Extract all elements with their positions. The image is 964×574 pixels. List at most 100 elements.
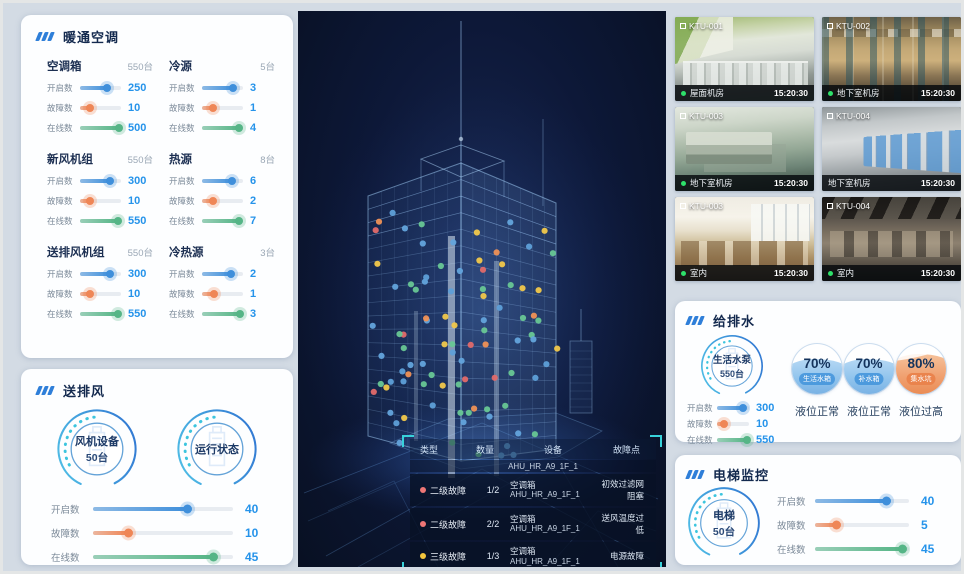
slider-knob[interactable] (209, 552, 219, 562)
slider-track[interactable] (80, 177, 121, 185)
group-header: 冷源 5台 (169, 58, 275, 74)
gauge-text: 运行状态 (176, 408, 258, 490)
slider-knob[interactable] (85, 290, 94, 298)
camera-location: 地下室机房 (837, 88, 880, 98)
slider-knob[interactable] (209, 104, 218, 112)
metric-value: 1 (250, 288, 257, 300)
slider-knob[interactable] (226, 270, 235, 278)
slider-knob[interactable] (235, 310, 244, 318)
gauge-ring-graphic (177, 409, 257, 489)
camera-tile[interactable]: KTU-004 地下室机房 15:20:30 (822, 107, 961, 191)
fan-gauges: 风机设备 50台 运行状态 (37, 408, 277, 490)
camera-timestamp: 15:20:30 (920, 268, 955, 278)
slider-knob[interactable] (209, 197, 218, 205)
slider-knob[interactable] (114, 124, 123, 132)
elevator-gauge: 电梯 50台 (687, 486, 761, 560)
slider-track[interactable] (80, 217, 123, 225)
slider-knob[interactable] (234, 124, 243, 132)
fault-point: 电源故障 (609, 551, 644, 562)
slider-knob[interactable] (105, 270, 114, 278)
bracket-corner-icon (402, 561, 414, 567)
metric-label: 在线数 (47, 123, 73, 133)
slider-track[interactable] (93, 552, 233, 562)
slider-knob[interactable] (124, 528, 133, 538)
slider-fill (80, 217, 123, 225)
slider-knob[interactable] (831, 520, 841, 530)
slider-knob[interactable] (114, 217, 123, 225)
metric-label: 在线数 (777, 545, 806, 556)
metric-label: 在线数 (687, 435, 713, 445)
camera-image (675, 17, 814, 101)
camera-tile[interactable]: KTU-003 室内 15:20:30 (675, 197, 814, 281)
building-3d-view[interactable]: 类型 数量 设备 故障点 AHU_HR_A9_1F_1 二级故障 1/2 空调箱 AHU_H… (298, 11, 666, 567)
fault-table-header: 类型 数量 设备 故障点 (410, 439, 656, 459)
metric-value: 7 (250, 215, 257, 227)
metric-label: 在线数 (169, 123, 195, 133)
metric-label: 故障数 (47, 103, 73, 113)
camera-tile[interactable]: KTU-002 地下室机房 15:20:30 (822, 17, 961, 101)
slider-track[interactable] (202, 310, 244, 318)
water-body: 生活水泵 550台 开启数 300 故障数 10 在线数 550 70% 生活水箱 液位正常 70… (687, 332, 949, 446)
camera-icon (680, 23, 686, 29)
slider-knob[interactable] (85, 197, 94, 205)
metric-value: 2 (250, 195, 257, 207)
gauge-ring-graphic (701, 335, 763, 397)
fault-row[interactable]: 二级故障 2/2 空调箱 AHU_HR_A9_1F_1 送风温度过低 (410, 508, 656, 540)
slider-track[interactable] (93, 504, 233, 514)
slider-track[interactable] (202, 124, 243, 132)
slider-fill (80, 177, 114, 185)
fan-device-gauge: 风机设备 50台 (56, 408, 138, 490)
slider-track[interactable] (80, 310, 123, 318)
slider-track[interactable] (93, 528, 233, 538)
metric-label: 故障数 (47, 289, 73, 299)
slider-track[interactable] (80, 270, 121, 278)
fault-row[interactable]: 三级故障 1/3 空调箱 AHU_HR_A9_1F_1 电源故障 (410, 542, 656, 567)
fault-level-text: 二级故障 (430, 519, 467, 530)
metric-label: 故障数 (51, 529, 80, 540)
slider-track[interactable] (202, 197, 243, 205)
slider-track[interactable] (202, 290, 243, 298)
slider-knob[interactable] (114, 310, 123, 318)
slider-track[interactable] (717, 436, 752, 444)
slider-track[interactable] (80, 84, 121, 92)
slider-knob[interactable] (228, 84, 237, 92)
slider-track[interactable] (815, 496, 909, 506)
slider-track[interactable] (202, 84, 243, 92)
slider-knob[interactable] (743, 436, 752, 444)
tank-percentage: 70% (803, 356, 831, 371)
slider-track[interactable] (202, 217, 243, 225)
camera-tile[interactable]: KTU-003 地下室机房 15:20:30 (675, 107, 814, 191)
slider-fill (80, 84, 112, 92)
slider-knob[interactable] (227, 177, 236, 185)
slider-track[interactable] (202, 270, 243, 278)
slider-track[interactable] (80, 104, 121, 112)
slider-track[interactable] (815, 544, 909, 554)
slider-track[interactable] (80, 290, 121, 298)
slider-track[interactable] (815, 520, 909, 530)
slider-track[interactable] (202, 177, 243, 185)
slider-fill (93, 528, 133, 538)
tank-status: 液位正常 (795, 406, 839, 418)
slider-track[interactable] (717, 420, 749, 428)
slider-track[interactable] (717, 404, 749, 412)
slider-knob[interactable] (898, 544, 908, 554)
camera-tile[interactable]: KTU-004 室内 15:20:30 (822, 197, 961, 281)
slider-knob[interactable] (210, 290, 219, 298)
metric-row: 故障数 2 (169, 195, 275, 207)
camera-tile[interactable]: KTU-001 屋面机房 15:20:30 (675, 17, 814, 101)
slider-knob[interactable] (739, 404, 748, 412)
panel-hvac: 暖通空调 空调箱 550台 开启数 250 故障数 10 在线数 500 冷源 5台 开启数 3 故障数… (21, 15, 293, 358)
slider-knob[interactable] (182, 504, 192, 514)
slider-track[interactable] (202, 104, 243, 112)
fault-row[interactable]: 二级故障 1/2 空调箱 AHU_HR_A9_1F_1 初效过滤网阻塞 (410, 474, 656, 506)
slider-track[interactable] (80, 124, 123, 132)
slider-track[interactable] (80, 197, 121, 205)
slider-knob[interactable] (103, 84, 112, 92)
slider-knob[interactable] (234, 217, 243, 225)
slider-knob[interactable] (105, 177, 114, 185)
slider-knob[interactable] (720, 420, 729, 428)
slider-knob[interactable] (86, 104, 95, 112)
slider-knob[interactable] (882, 496, 892, 506)
bracket-corner-icon (402, 435, 414, 447)
fault-level-dot-icon (420, 487, 426, 493)
